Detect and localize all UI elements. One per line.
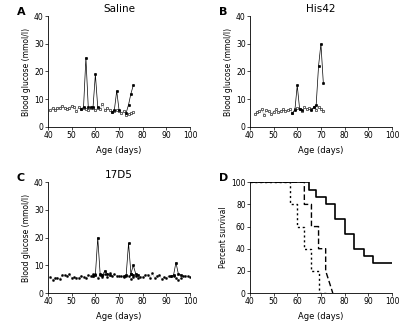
Title: His42: His42 bbox=[306, 4, 336, 14]
Text: D: D bbox=[218, 173, 228, 184]
X-axis label: Age (days): Age (days) bbox=[96, 312, 142, 321]
Y-axis label: Blood glucose (mmol/l): Blood glucose (mmol/l) bbox=[22, 27, 31, 116]
Text: B: B bbox=[218, 7, 227, 17]
X-axis label: Age (days): Age (days) bbox=[298, 312, 344, 321]
X-axis label: Age (days): Age (days) bbox=[298, 146, 344, 155]
Text: A: A bbox=[17, 7, 25, 17]
Text: C: C bbox=[17, 173, 25, 184]
Title: Saline: Saline bbox=[103, 4, 135, 14]
Y-axis label: Blood glucose (mmol/l): Blood glucose (mmol/l) bbox=[22, 194, 31, 282]
Y-axis label: Blood glucose (mmol/l): Blood glucose (mmol/l) bbox=[224, 27, 233, 116]
Title: 17D5: 17D5 bbox=[105, 170, 133, 180]
X-axis label: Age (days): Age (days) bbox=[96, 146, 142, 155]
Y-axis label: Percent survival: Percent survival bbox=[220, 207, 228, 269]
